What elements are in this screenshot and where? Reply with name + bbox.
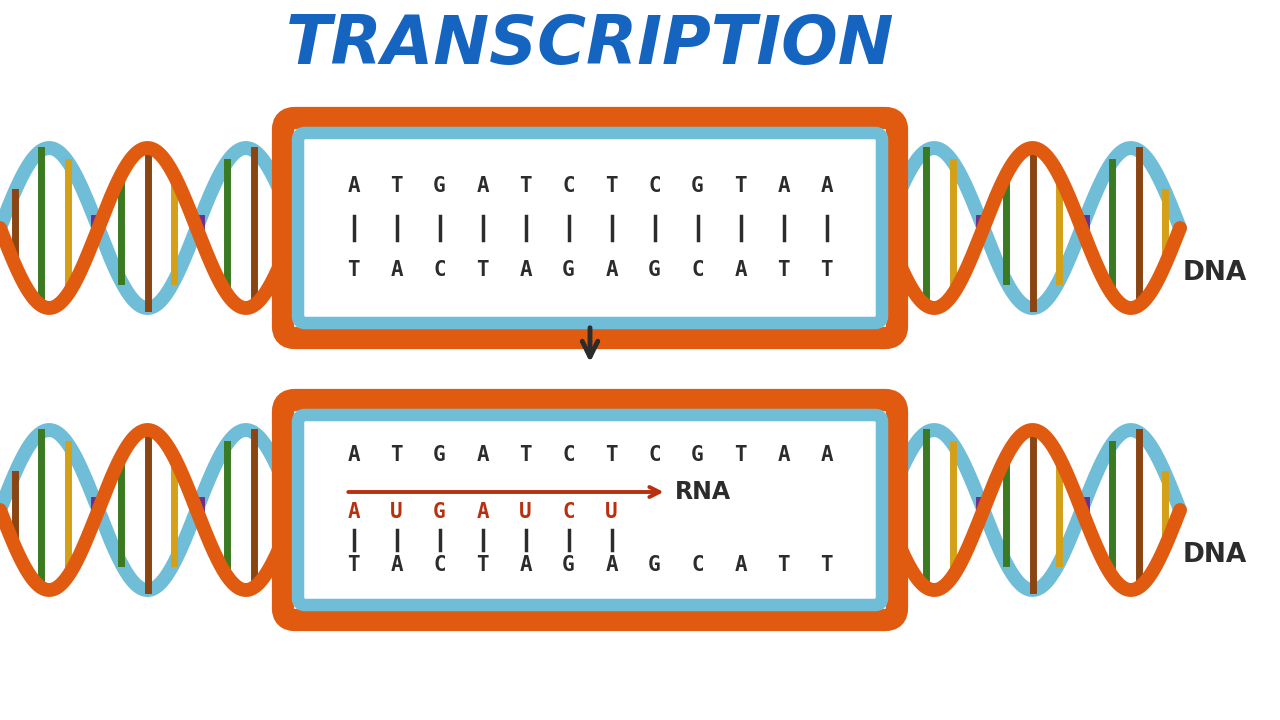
Text: C: C (648, 176, 660, 196)
Text: G: G (691, 445, 704, 465)
Text: TRANSCRIPTION: TRANSCRIPTION (285, 12, 895, 78)
Text: T: T (777, 555, 790, 575)
Text: T: T (605, 445, 618, 465)
Text: G: G (562, 555, 575, 575)
Text: A: A (735, 260, 746, 280)
Text: T: T (735, 445, 746, 465)
Text: T: T (347, 555, 360, 575)
Text: C: C (562, 502, 575, 522)
FancyBboxPatch shape (283, 400, 897, 620)
Text: U: U (390, 502, 403, 522)
Text: T: T (520, 445, 531, 465)
FancyBboxPatch shape (298, 133, 882, 323)
Text: G: G (691, 176, 704, 196)
Text: RNA: RNA (675, 480, 731, 504)
Text: C: C (691, 555, 704, 575)
Text: T: T (390, 445, 403, 465)
Text: C: C (433, 555, 445, 575)
Text: T: T (820, 555, 833, 575)
Text: C: C (691, 260, 704, 280)
Text: G: G (433, 502, 445, 522)
Text: T: T (735, 176, 746, 196)
Text: A: A (390, 260, 403, 280)
Text: T: T (820, 260, 833, 280)
Text: DNA: DNA (1183, 542, 1247, 568)
Text: A: A (520, 260, 531, 280)
Text: A: A (820, 176, 833, 196)
Text: C: C (562, 176, 575, 196)
Text: A: A (476, 176, 489, 196)
Text: T: T (777, 260, 790, 280)
Text: A: A (347, 502, 360, 522)
Text: A: A (605, 260, 618, 280)
Text: T: T (520, 176, 531, 196)
FancyBboxPatch shape (298, 415, 882, 605)
FancyBboxPatch shape (283, 118, 897, 338)
Text: A: A (820, 445, 833, 465)
Text: C: C (648, 445, 660, 465)
Text: A: A (476, 445, 489, 465)
Text: A: A (605, 555, 618, 575)
Text: U: U (605, 502, 618, 522)
Text: U: U (520, 502, 531, 522)
Text: A: A (735, 555, 746, 575)
Text: A: A (777, 445, 790, 465)
Text: C: C (562, 445, 575, 465)
Text: G: G (648, 555, 660, 575)
Text: A: A (347, 176, 360, 196)
Text: T: T (347, 260, 360, 280)
Text: G: G (433, 176, 445, 196)
Text: G: G (433, 445, 445, 465)
Text: T: T (390, 176, 403, 196)
Text: DNA: DNA (1183, 260, 1247, 286)
Text: C: C (433, 260, 445, 280)
Text: G: G (648, 260, 660, 280)
Text: T: T (476, 555, 489, 575)
Text: G: G (562, 260, 575, 280)
Text: T: T (476, 260, 489, 280)
Text: A: A (390, 555, 403, 575)
Text: T: T (605, 176, 618, 196)
Text: A: A (476, 502, 489, 522)
Text: A: A (520, 555, 531, 575)
Text: A: A (347, 445, 360, 465)
Text: A: A (777, 176, 790, 196)
